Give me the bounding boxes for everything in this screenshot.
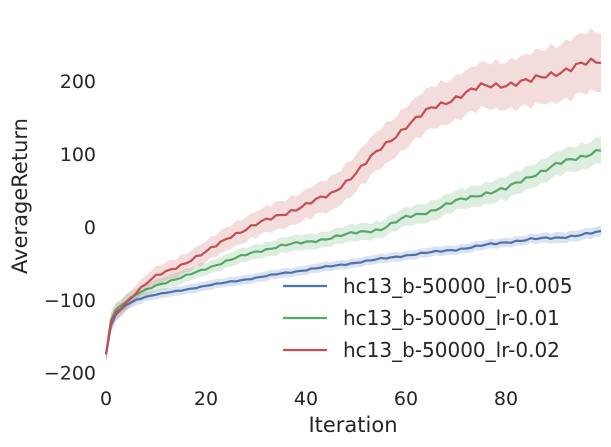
y-tick-label: 200	[60, 71, 96, 93]
legend-label-3: hc13_b-50000_lr-0.02	[343, 338, 560, 362]
y-axis-title: AverageReturn	[8, 118, 32, 274]
x-tick-label: 60	[394, 388, 418, 410]
y-tick-labels: −200 −100 0 100 200	[44, 71, 96, 385]
series-line-2	[104, 148, 602, 355]
x-tick-label: 40	[294, 388, 318, 410]
x-tick-labels: 0 20 40 60 80	[100, 388, 518, 410]
x-axis-title: Iteration	[308, 413, 397, 437]
y-tick-label: 0	[84, 217, 96, 239]
confidence-band-2	[106, 137, 601, 363]
legend-label-2: hc13_b-50000_lr-0.01	[343, 306, 560, 330]
y-tick-label: 100	[60, 144, 96, 166]
x-tick-label: 20	[194, 388, 218, 410]
x-tick-label: 80	[494, 388, 518, 410]
series-line-1	[104, 230, 602, 355]
y-tick-label: −200	[44, 363, 96, 385]
legend: hc13_b-50000_lr-0.005 hc13_b-50000_lr-0.0…	[283, 274, 573, 362]
legend-label-1: hc13_b-50000_lr-0.005	[343, 274, 573, 298]
series-line-3	[104, 57, 602, 355]
series-lines	[104, 57, 602, 355]
confidence-band-3	[106, 28, 601, 363]
x-tick-label: 0	[100, 388, 112, 410]
y-tick-label: −100	[44, 290, 96, 312]
